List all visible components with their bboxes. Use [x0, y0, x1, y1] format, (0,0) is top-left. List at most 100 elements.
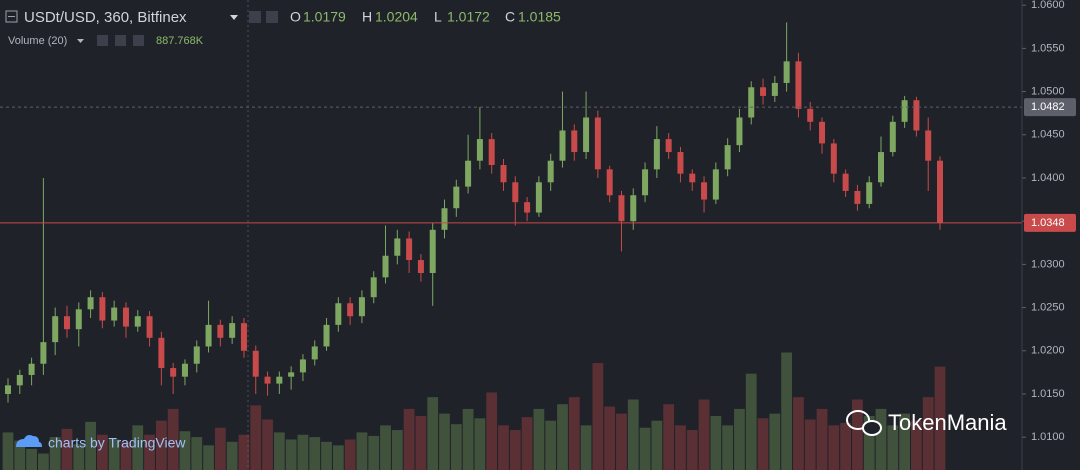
y-tick-label: 1.0200 [1031, 345, 1065, 357]
watermark-icon [862, 420, 882, 436]
indicator-icon[interactable] [97, 35, 108, 46]
y-tick-label: 1.0100 [1031, 431, 1065, 443]
candle-body [854, 190, 861, 204]
volume-bar [14, 440, 26, 470]
candle-body [689, 173, 696, 183]
symbol-title[interactable]: USDt/USD, 360, Bitfinex [24, 9, 187, 26]
volume-bar [285, 439, 297, 470]
volume-bar [663, 404, 675, 470]
volume-bar [734, 408, 745, 470]
price-label: 1.0482 [1031, 101, 1065, 113]
volume-bar [804, 419, 816, 470]
y-tick-label: 1.0250 [1031, 301, 1065, 313]
collapse-icon[interactable] [5, 10, 18, 23]
candle-body [429, 229, 436, 274]
candle-body [453, 186, 460, 209]
volume-bar [450, 424, 462, 470]
volume-bar [309, 437, 321, 470]
candle-body [748, 87, 755, 118]
volume-bar [604, 406, 616, 470]
candle-body [842, 173, 849, 191]
candle-body [594, 117, 601, 170]
candle-body [878, 152, 885, 183]
volume-bar [203, 445, 214, 470]
candle-body [75, 309, 82, 330]
candle-body [901, 100, 908, 122]
volume-bar [675, 425, 686, 470]
volume-bar [757, 418, 769, 470]
volume-bar [769, 413, 781, 470]
volume-bar [545, 420, 557, 470]
candle-body [642, 169, 649, 196]
candle-body [866, 182, 873, 204]
volume-bar [580, 425, 592, 470]
candle-body [370, 277, 377, 298]
candle-body [252, 350, 259, 377]
indicator-icon[interactable] [133, 35, 144, 46]
volume-bar [922, 397, 934, 470]
candle-body [736, 117, 743, 146]
candle-body [760, 87, 767, 96]
candle-body [512, 182, 519, 203]
candle-body [441, 208, 448, 230]
settings-icon[interactable] [266, 11, 278, 23]
candle-body [240, 323, 247, 351]
volume-bar [155, 420, 167, 470]
volume-bar [439, 413, 450, 470]
volume-bar [61, 428, 73, 470]
watermark-icon [846, 410, 870, 430]
volume-bar [96, 434, 108, 470]
candle-body [205, 324, 212, 347]
candle-body [382, 255, 389, 278]
ohlc-value: 1.0179 [303, 9, 346, 25]
candle-body [299, 359, 306, 373]
volume-bar [37, 453, 49, 470]
volume-bar [167, 408, 179, 470]
settings-icon[interactable] [249, 11, 261, 23]
y-tick-label: 1.0550 [1031, 42, 1065, 54]
candle-body [500, 165, 507, 183]
symbol-caret[interactable] [230, 15, 238, 20]
volume-bar [132, 425, 144, 470]
volume-bar [49, 437, 61, 470]
candle-body [193, 346, 200, 364]
volume-bar [852, 399, 863, 470]
candle-body [630, 195, 637, 222]
indicator-icon[interactable] [115, 35, 126, 46]
tradingview-logo[interactable] [16, 435, 42, 447]
candle-body [63, 316, 70, 330]
y-tick-label: 1.0400 [1031, 172, 1065, 184]
volume-bar [686, 430, 698, 470]
candle-body [571, 130, 578, 153]
candle-body [771, 82, 778, 96]
volume-bar [592, 363, 604, 470]
volume-bar [356, 432, 368, 470]
volume-bar [616, 413, 627, 470]
candle-body [40, 342, 47, 364]
volume-bar [509, 430, 521, 470]
volume-bar [191, 437, 203, 470]
candle-body [547, 160, 554, 183]
candle-body [807, 108, 814, 122]
volume-bar [85, 421, 96, 470]
ohlc-legend: O 1.0179 H 1.0204 L 1.0172 C 1.0185 [290, 9, 561, 25]
volume-title: Volume (20) [8, 35, 67, 47]
y-tick-label: 1.0500 [1031, 85, 1065, 97]
volume-bar [486, 392, 498, 470]
watermark: TokenMania [888, 410, 1007, 435]
candle-body [712, 169, 719, 200]
attribution[interactable]: charts by TradingView [48, 435, 186, 451]
price-label: 1.0348 [1031, 217, 1065, 229]
y-tick-label: 1.0450 [1031, 129, 1065, 141]
candle-body [913, 100, 920, 131]
candle-body [465, 160, 472, 187]
volume-bar [380, 425, 391, 470]
candle-body [170, 368, 177, 377]
candle-body [335, 303, 342, 325]
candle-body [724, 145, 731, 170]
volume-caret[interactable] [77, 39, 84, 43]
volume-bar [262, 419, 273, 470]
volume-bar [745, 373, 757, 470]
volume-bar [533, 408, 545, 470]
